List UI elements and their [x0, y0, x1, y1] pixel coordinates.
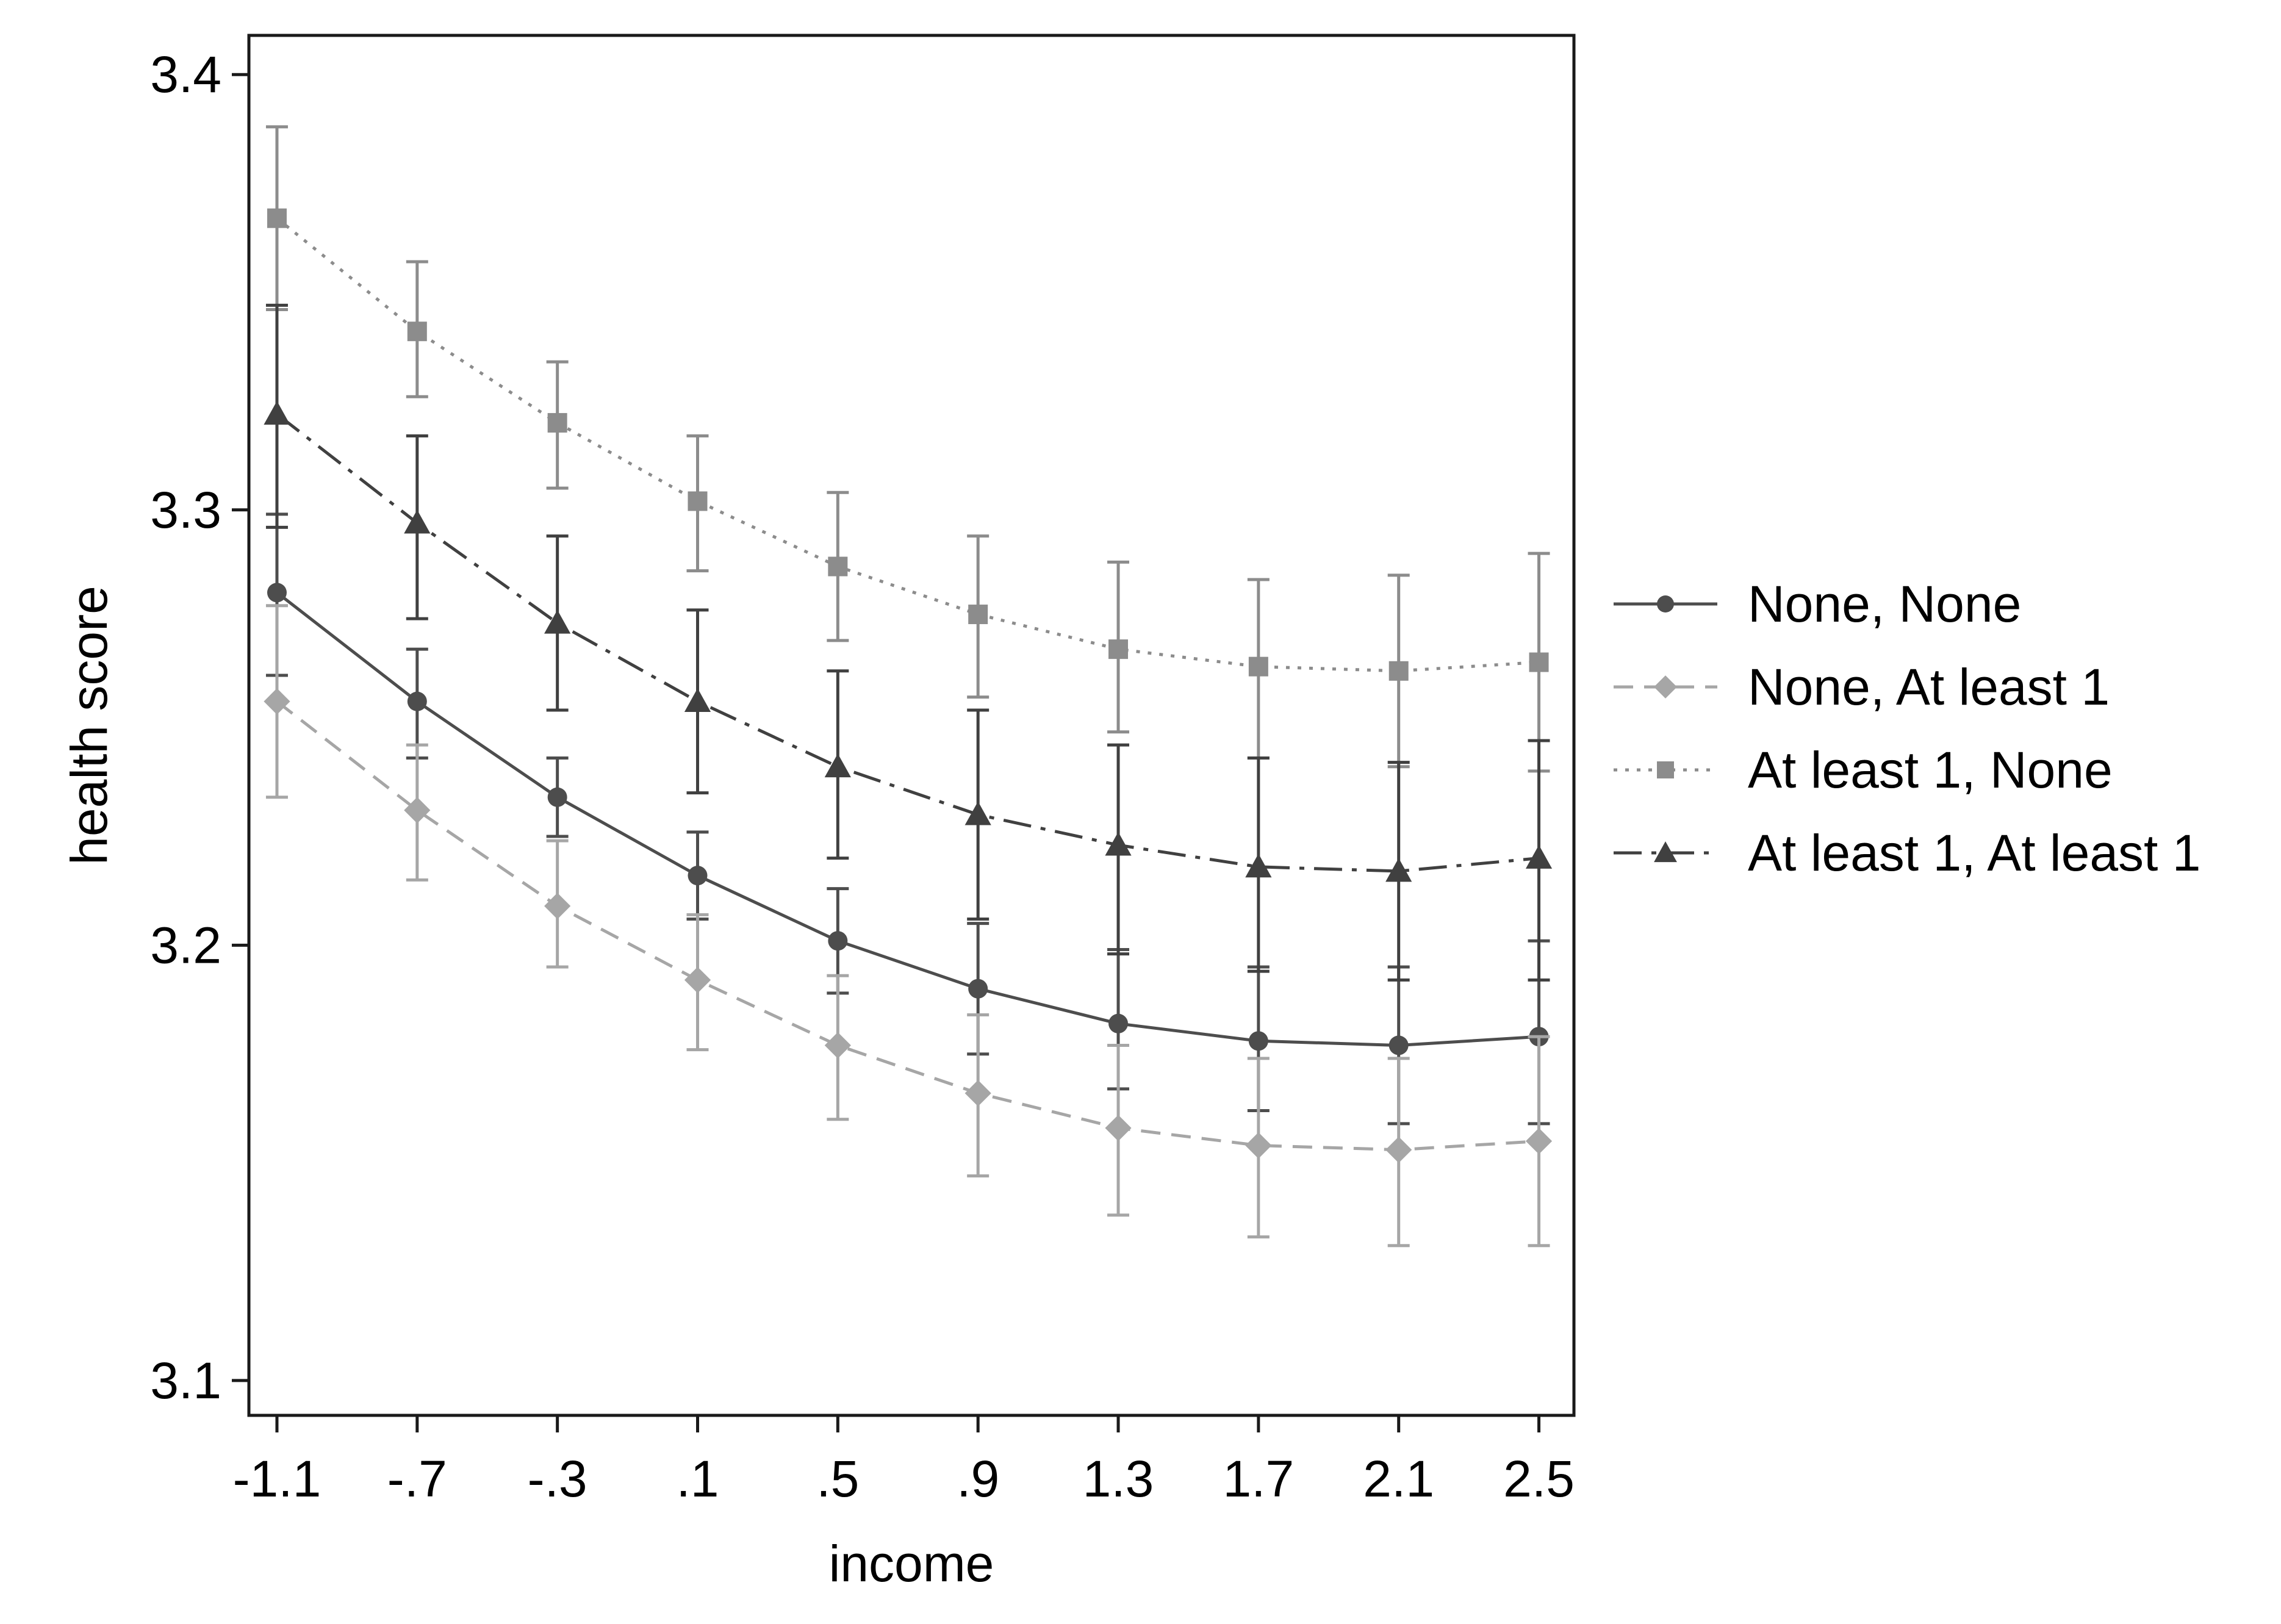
y-tick-label: 3.2	[150, 916, 221, 974]
x-tick-label: .9	[957, 1450, 999, 1507]
x-tick-label: .1	[676, 1450, 719, 1507]
x-axis: -1.1 -.7 -.3 .1 .5 .9 1.3 1.7 2.1 2.5	[233, 1415, 1575, 1507]
diamond-marker	[964, 1080, 991, 1107]
square-marker	[968, 605, 988, 625]
x-tick-label: 2.5	[1503, 1450, 1575, 1507]
x-tick-label: -.7	[387, 1450, 447, 1507]
legend-label: None, None	[1748, 575, 2021, 633]
square-marker	[547, 413, 567, 433]
legend-label: At least 1, At least 1	[1748, 824, 2200, 882]
diamond-marker	[824, 1032, 851, 1059]
legend-label: At least 1, None	[1748, 741, 2113, 799]
x-axis-title: income	[829, 1535, 994, 1592]
y-tick-label: 3.1	[150, 1352, 221, 1409]
diamond-marker	[1385, 1137, 1412, 1163]
circle-marker	[1108, 1013, 1129, 1033]
triangle-marker	[1525, 845, 1553, 869]
circle-marker	[1657, 595, 1674, 613]
square-marker	[407, 322, 427, 342]
series-group	[265, 125, 1550, 773]
series-group	[264, 303, 1553, 982]
y-tick-label: 3.4	[150, 46, 221, 103]
diamond-marker	[684, 966, 711, 994]
x-tick-label: .5	[816, 1450, 859, 1507]
triangle-marker	[1385, 858, 1412, 882]
circle-marker	[968, 979, 988, 999]
circle-marker	[407, 691, 427, 711]
circle-marker	[267, 583, 287, 603]
diamond-marker	[1105, 1115, 1132, 1141]
legend: None, None None, At least 1 At least 1, No…	[1614, 575, 2200, 882]
diamond-marker	[1654, 675, 1677, 699]
diamond-marker	[264, 688, 290, 715]
x-tick-label: 2.1	[1363, 1450, 1434, 1507]
chart-marks	[264, 125, 1553, 1248]
diamond-marker	[404, 797, 431, 824]
square-marker	[1657, 761, 1674, 778]
triangle-marker	[1654, 841, 1677, 863]
square-marker	[688, 491, 708, 511]
series-group	[264, 604, 1553, 1248]
triangle-marker	[1105, 832, 1132, 856]
triangle-marker	[1245, 853, 1272, 878]
series-line	[276, 700, 1539, 1152]
circle-marker	[688, 866, 708, 886]
square-marker	[1108, 639, 1129, 659]
series-group	[265, 512, 1550, 1126]
series-line	[276, 412, 1539, 873]
x-tick-label: 1.7	[1223, 1450, 1294, 1507]
x-tick-label: -.3	[528, 1450, 587, 1507]
square-marker	[1248, 656, 1268, 677]
plot-area-frame	[247, 34, 1576, 1417]
x-tick-label: 1.3	[1083, 1450, 1154, 1507]
circle-marker	[547, 787, 567, 807]
x-tick-label: -1.1	[233, 1450, 321, 1507]
square-marker	[1388, 661, 1409, 681]
triangle-marker	[264, 401, 290, 425]
square-marker	[1529, 652, 1549, 672]
triangle-marker	[824, 753, 851, 778]
series-line	[276, 591, 1539, 1047]
square-marker	[267, 208, 287, 228]
y-axis: 3.1 3.2 3.3 3.4	[150, 46, 249, 1409]
triangle-marker	[964, 801, 991, 825]
circle-marker	[828, 931, 848, 951]
diamond-marker	[544, 893, 571, 919]
legend-label: None, At least 1	[1748, 658, 2110, 716]
circle-marker	[1388, 1035, 1409, 1055]
triangle-marker	[684, 688, 711, 713]
diamond-marker	[1525, 1127, 1553, 1155]
circle-marker	[1248, 1031, 1268, 1051]
y-axis-title: health score	[60, 586, 118, 865]
triangle-marker	[404, 509, 431, 534]
y-tick-label: 3.3	[150, 481, 221, 539]
triangle-marker	[544, 609, 571, 634]
diamond-marker	[1245, 1132, 1272, 1159]
square-marker	[828, 556, 848, 577]
